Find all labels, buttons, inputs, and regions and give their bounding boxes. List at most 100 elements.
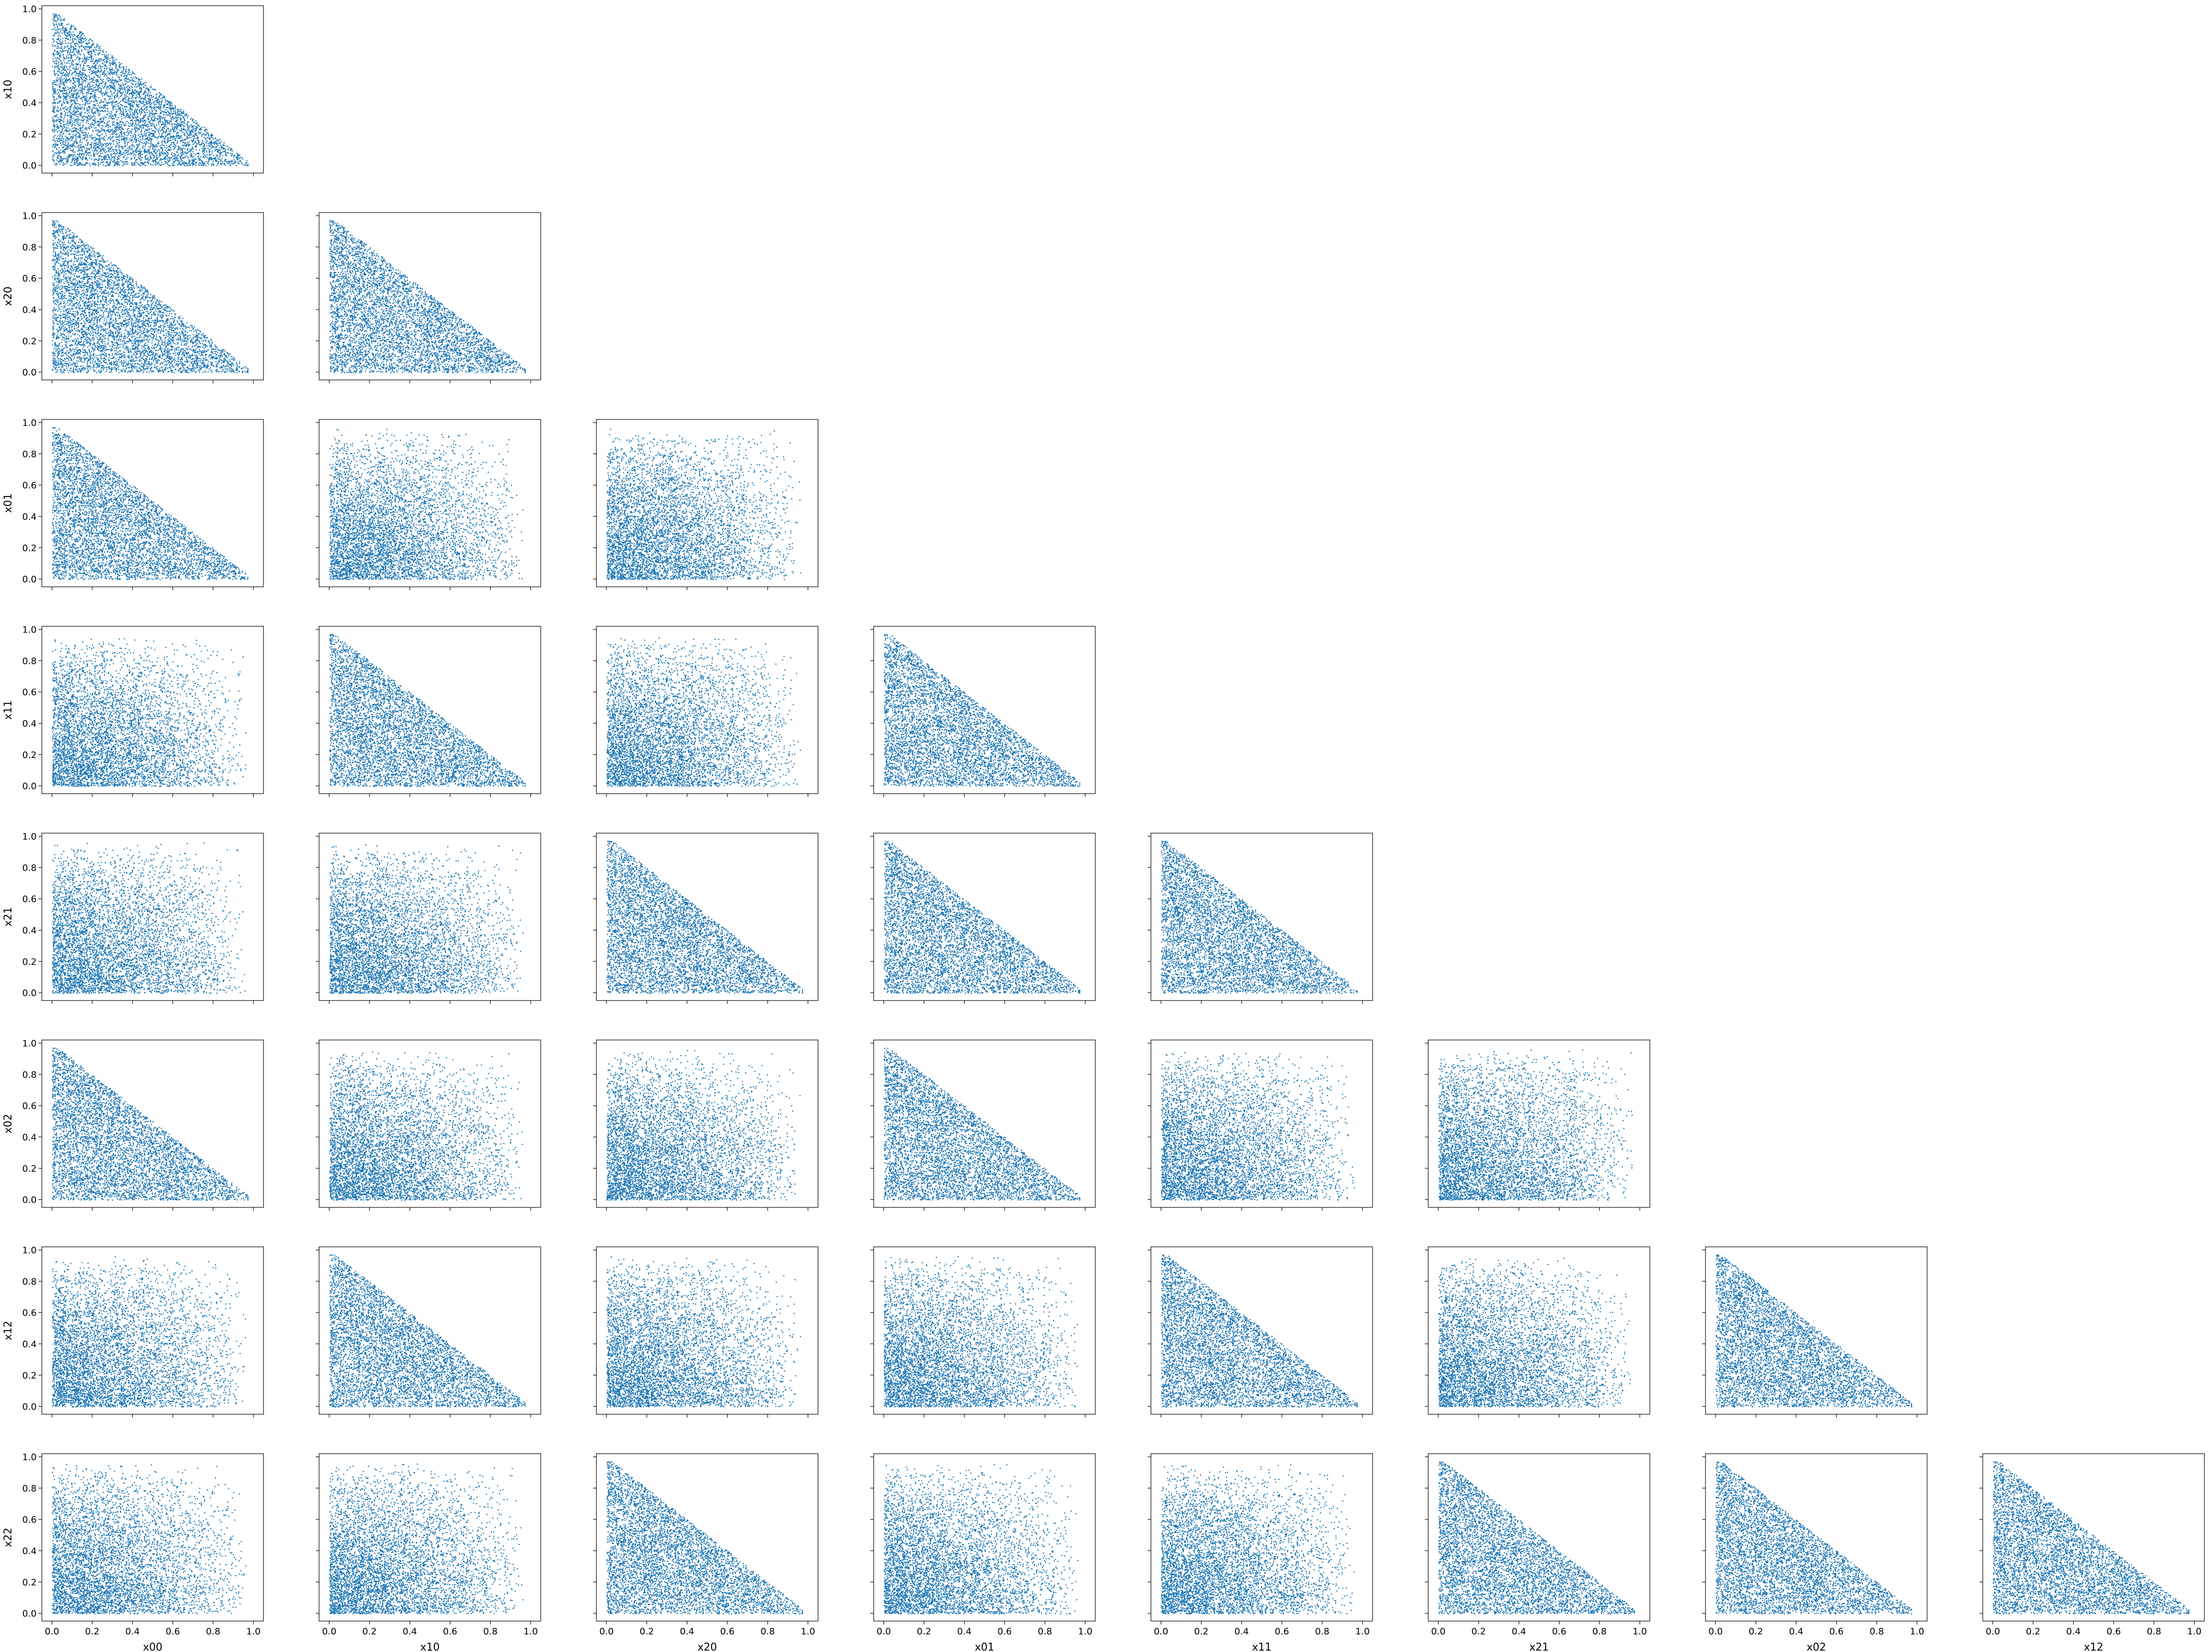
scatter-points <box>1161 1254 1358 1408</box>
scatter-panel-x21-vs-x01 <box>870 833 1096 1004</box>
scatter-points <box>1161 1464 1355 1614</box>
y-tick-label: 0.4 <box>22 925 37 936</box>
y-tick-label: 0.8 <box>22 35 37 46</box>
axes-frame <box>319 626 541 794</box>
y-axis-label: x22 <box>2 1527 14 1547</box>
y-axis-label: x01 <box>2 493 14 513</box>
axes-frame <box>596 1453 819 1622</box>
axes-frame <box>41 1040 264 1208</box>
x-tick-label: 0.4 <box>1512 1626 1526 1637</box>
y-tick-label: 0.0 <box>22 161 37 171</box>
x-tick-label: 0.2 <box>1194 1626 1208 1637</box>
y-tick-label: 0.0 <box>22 1195 37 1205</box>
axes-frame <box>41 626 264 794</box>
scatter-panel-x11-vs-x20 <box>593 626 819 797</box>
y-tick-label: 0.0 <box>22 988 37 999</box>
y-tick-label: 0.2 <box>22 336 37 347</box>
y-tick-label: 0.2 <box>22 543 37 554</box>
y-tick-label: 1.0 <box>22 211 37 222</box>
y-tick-label: 0.2 <box>22 1164 37 1174</box>
x-axis-label: x20 <box>697 1642 717 1652</box>
axes-frame <box>41 1246 264 1415</box>
x-tick-label: 0.6 <box>2106 1626 2121 1637</box>
x-tick-label: 0.6 <box>1275 1626 1289 1637</box>
y-axis-label: x02 <box>2 1114 14 1133</box>
scatter-points <box>329 1254 526 1408</box>
axes-frame <box>1150 833 1373 1001</box>
scatter-panel-x02-vs-x21 <box>1425 1040 1650 1211</box>
axes-frame <box>319 212 541 380</box>
axes-frame <box>41 5 264 174</box>
axes-frame <box>1705 1453 1928 1622</box>
scatter-panel-x02-vs-x20 <box>593 1040 819 1211</box>
y-tick-label: 0.4 <box>22 305 37 315</box>
y-tick-label: 0.8 <box>22 656 37 666</box>
scatter-panel-x12-vs-x01 <box>870 1246 1096 1418</box>
axes-frame <box>319 1453 541 1622</box>
y-tick-label: 0.6 <box>22 687 37 698</box>
scatter-points <box>606 428 801 580</box>
x-tick-label: 0.6 <box>166 1626 180 1637</box>
scatter-points <box>329 220 526 373</box>
x-tick-label: 0.2 <box>1471 1626 1486 1637</box>
y-axis-label: x11 <box>2 700 14 719</box>
y-tick-label: 0.6 <box>22 894 37 904</box>
x-tick-label: 1.0 <box>1910 1626 1924 1637</box>
scatter-points <box>606 637 801 787</box>
scatter-points <box>1715 1254 1912 1408</box>
y-tick-label: 0.2 <box>22 957 37 967</box>
y-tick-label: 0.8 <box>22 863 37 873</box>
x-tick-label: 0.0 <box>322 1626 336 1637</box>
y-tick-label: 0.2 <box>22 1370 37 1381</box>
scatter-points <box>1993 1461 2190 1614</box>
x-tick-label: 0.8 <box>1315 1626 1329 1637</box>
y-axis-label: x10 <box>2 79 14 99</box>
x-tick-label: 0.4 <box>680 1626 694 1637</box>
axes-frame <box>1428 1040 1650 1208</box>
x-axis-label: x00 <box>143 1642 162 1652</box>
scatter-points <box>52 13 249 166</box>
scatter-points <box>884 634 1081 787</box>
scatter-points <box>1715 1461 1912 1614</box>
scatter-points <box>52 1464 246 1614</box>
scatter-panel-x11-vs-x10 <box>316 626 541 797</box>
x-tick-label: 0.8 <box>1870 1626 1884 1637</box>
axes-frame <box>596 833 819 1001</box>
x-tick-label: 0.2 <box>917 1626 931 1637</box>
axes-frame <box>1428 1246 1650 1415</box>
x-tick-label: 0.0 <box>877 1626 891 1637</box>
x-tick-label: 1.0 <box>524 1626 538 1637</box>
x-axis-label: x21 <box>1529 1642 1549 1652</box>
axes-frame <box>319 419 541 587</box>
x-tick-label: 0.0 <box>1986 1626 2000 1637</box>
axes-frame <box>1982 1453 2205 1622</box>
x-tick-label: 0.0 <box>599 1626 614 1637</box>
scatter-points <box>1161 841 1358 994</box>
y-tick-label: 0.6 <box>22 1308 37 1318</box>
x-tick-label: 0.6 <box>1829 1626 1843 1637</box>
x-tick-label: 0.0 <box>1431 1626 1445 1637</box>
y-tick-label: 0.0 <box>22 1402 37 1412</box>
x-tick-label: 0.4 <box>2066 1626 2081 1637</box>
axes-frame <box>319 1246 541 1415</box>
axes-frame <box>873 626 1096 794</box>
scatter-panel-x22-vs-x01: 0.0 0.2 0.4 0.6 0.8 1.0 x01 <box>870 1453 1096 1652</box>
scatter-points <box>884 1256 1078 1408</box>
x-tick-label: 0.8 <box>206 1626 220 1637</box>
scatter-panel-x10-vs-x00: 0.0 0.2 0.4 0.6 0.8 1.0 x10 <box>2 4 264 176</box>
axes-frame <box>41 419 264 587</box>
axes-frame <box>873 1040 1096 1208</box>
axes-frame <box>1150 1040 1373 1208</box>
scatter-points <box>606 1256 801 1408</box>
scatter-points <box>329 844 524 994</box>
scatter-points <box>329 634 526 787</box>
x-tick-label: 0.4 <box>1235 1626 1249 1637</box>
y-axis-label: x21 <box>2 907 14 926</box>
scatter-panel-x02-vs-x10 <box>316 1040 541 1211</box>
scatter-panel-x12-vs-x00: 0.0 0.2 0.4 0.6 0.8 1.0 x12 <box>2 1245 264 1418</box>
x-tick-label: 0.2 <box>2026 1626 2040 1637</box>
y-tick-label: 0.8 <box>22 1483 37 1494</box>
scatter-points <box>1438 1049 1633 1201</box>
x-axis-label: x02 <box>1806 1642 1826 1652</box>
scatter-points <box>52 1048 249 1201</box>
